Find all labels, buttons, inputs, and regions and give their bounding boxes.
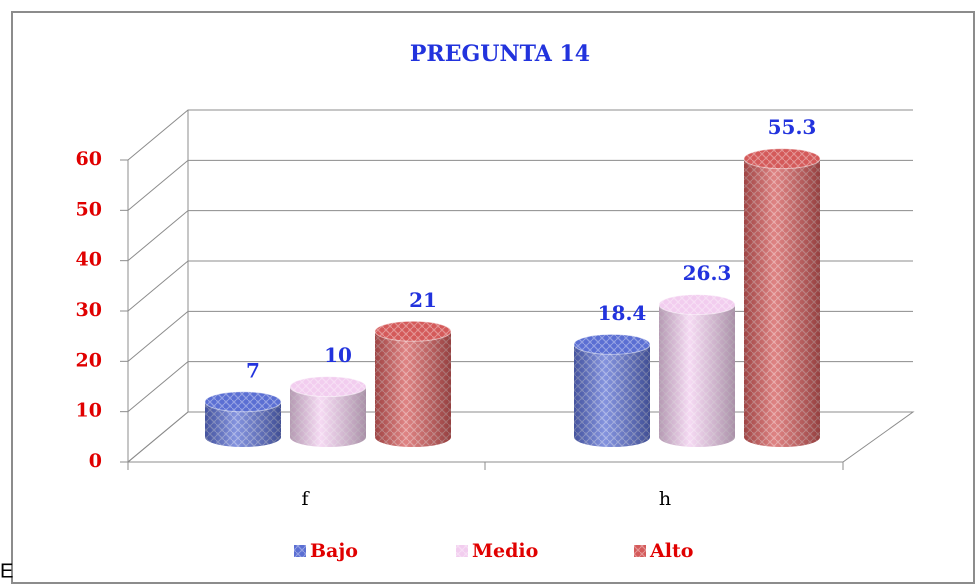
cylinder [658,294,736,447]
value-label: 55.3 [768,115,817,139]
value-label: 7 [246,358,260,382]
x-tick-label: h [659,488,671,510]
y-tick-label: 10 [76,400,102,422]
grid-line [127,260,913,312]
cylinder [743,148,821,447]
grid-line [127,159,913,211]
y-tick-label: 60 [76,148,102,170]
legend-swatch-texture [456,545,468,557]
legend-label: Bajo [310,540,358,562]
cylinder [289,376,367,447]
y-tick-label: 30 [76,299,102,321]
legend-swatch-texture [634,545,646,557]
legend-label: Medio [472,540,538,562]
stray-text: E [0,560,13,582]
cylinder [204,391,282,447]
legend-swatch-texture [294,545,306,557]
cylinder-shade [375,331,451,447]
y-tick-label: 50 [76,198,102,220]
y-tick-label: 40 [76,249,102,271]
cylinder-top-texture [205,391,281,412]
cylinder-shade [205,401,281,447]
cylinder-top-texture [659,294,735,315]
y-tick-label: 20 [76,349,102,371]
chart-title: PREGUNTA 14 [410,41,590,67]
grid-line [127,210,913,262]
x-tick-label: f [301,488,310,510]
cylinder-top-texture [744,148,820,169]
value-label: 21 [409,288,437,312]
y-tick-label: 0 [89,450,102,472]
cylinder-shade [290,386,366,447]
cylinder-shade [659,304,735,447]
cylinder [573,333,651,447]
cylinder-shade [744,158,820,447]
value-label: 10 [324,343,352,367]
cylinder-shade [574,344,650,447]
cylinder-top-texture [375,321,451,342]
chart-frame [11,11,975,584]
legend-label: Alto [649,540,693,562]
value-label: 18.4 [598,301,647,325]
cylinder-top-texture [574,334,650,355]
cylinder [374,320,452,447]
value-label: 26.3 [683,261,732,285]
cylinder-top-texture [290,376,366,397]
grid-line [127,109,913,161]
